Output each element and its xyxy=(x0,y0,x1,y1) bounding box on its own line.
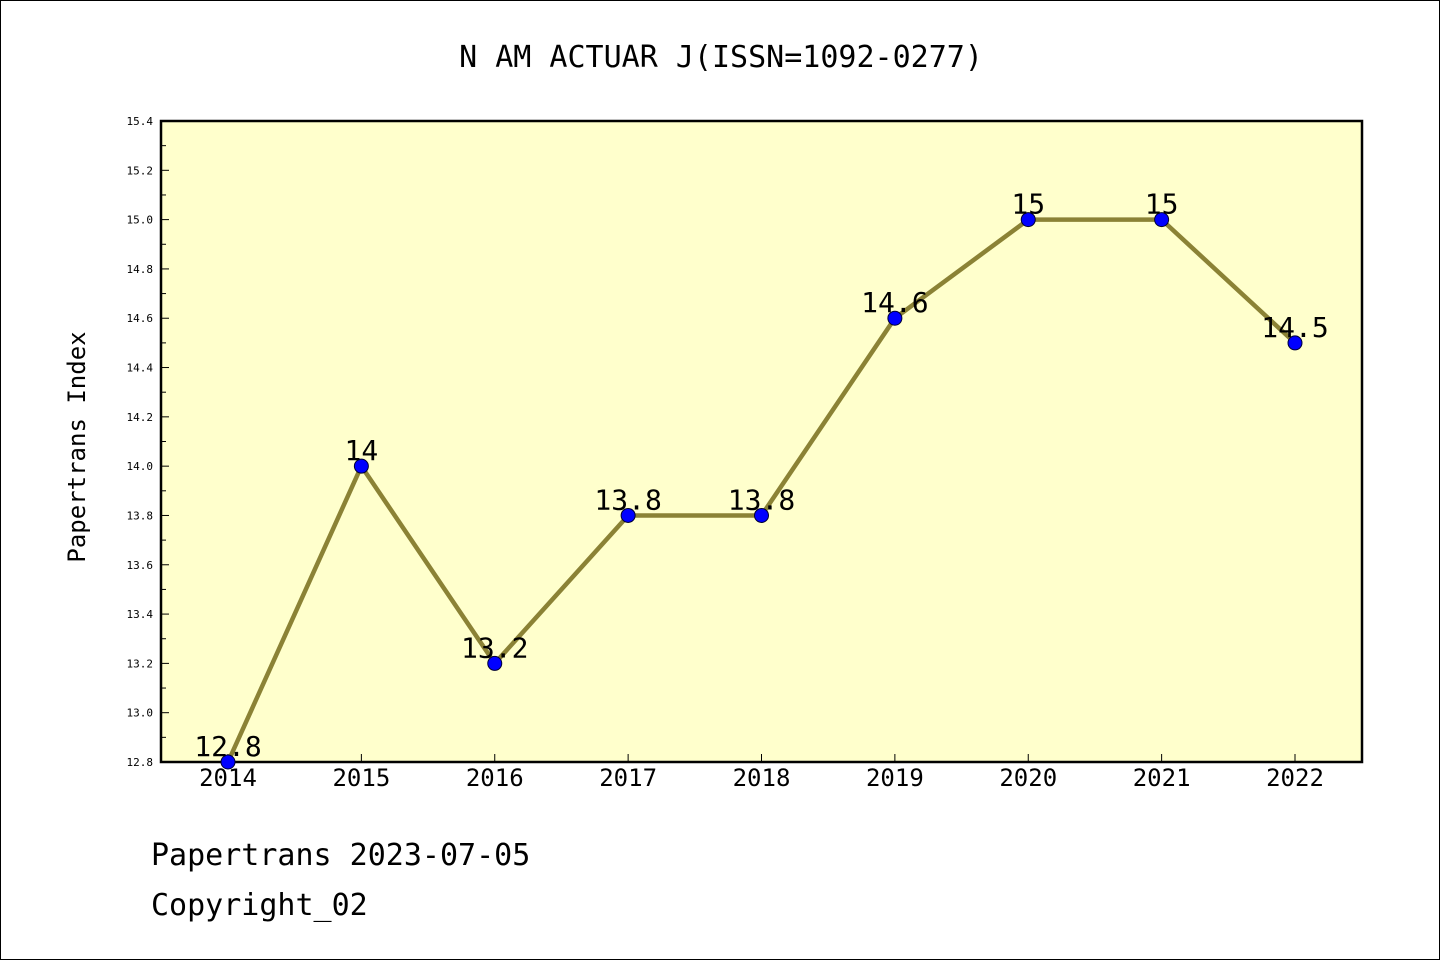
y-tick-label: 13.6 xyxy=(127,559,154,572)
data-point xyxy=(220,754,236,770)
data-point xyxy=(620,507,636,523)
y-tick-label: 13.4 xyxy=(127,608,154,621)
data-point xyxy=(353,458,369,474)
data-point xyxy=(1154,212,1170,228)
x-tick-label: 2018 xyxy=(733,764,791,792)
y-tick-label: 13.8 xyxy=(127,509,154,522)
x-tick-label: 2019 xyxy=(866,764,924,792)
data-point xyxy=(487,655,503,671)
data-label: 14 xyxy=(345,434,379,467)
data-point xyxy=(1287,335,1303,351)
data-markers xyxy=(220,212,1303,770)
data-label: 13.8 xyxy=(728,483,795,516)
data-label: 15 xyxy=(1145,188,1179,221)
x-tick-label: 2021 xyxy=(1133,764,1191,792)
y-tick-label: 14.2 xyxy=(127,411,154,424)
y-tick-label: 15.2 xyxy=(127,164,154,177)
y-tick-label: 14.8 xyxy=(127,263,154,276)
x-tick-label: 2016 xyxy=(466,764,524,792)
data-label: 15 xyxy=(1011,188,1045,221)
data-label: 13.2 xyxy=(461,631,528,664)
x-tick-label: 2015 xyxy=(332,764,390,792)
data-label: 13.8 xyxy=(594,483,661,516)
footer-date-line: Papertrans 2023-07-05 xyxy=(151,838,530,873)
y-tick-label: 14.0 xyxy=(127,460,154,473)
data-label: 12.8 xyxy=(194,730,261,763)
y-tick-label: 13.2 xyxy=(127,657,154,670)
y-axis-ticks: 12.8 13.0 13.2 13.4 13.6 13.8 14.0 14.2 14.4 14.6… xyxy=(127,115,169,769)
footer-copyright: Copyright_02 xyxy=(151,888,368,923)
y-tick-label: 15.0 xyxy=(127,214,154,227)
y-axis-label: Papertrans Index xyxy=(63,331,91,562)
data-labels: 12.8 14 13.2 13.8 13.8 14.6 15 15 14.5 xyxy=(194,188,1328,763)
data-point xyxy=(1020,212,1036,228)
x-tick-label: 2017 xyxy=(599,764,657,792)
data-point xyxy=(754,507,769,523)
y-tick-label: 14.4 xyxy=(127,362,154,375)
y-tick-label: 14.6 xyxy=(127,312,154,325)
data-label: 14.5 xyxy=(1261,311,1328,344)
y-tick-label: 12.8 xyxy=(127,756,154,769)
plot-area xyxy=(159,119,1364,764)
data-label: 14.6 xyxy=(861,286,928,319)
x-tick-label: 2020 xyxy=(999,764,1057,792)
y-tick-label: 13.0 xyxy=(127,707,154,720)
data-point xyxy=(887,310,903,326)
y-tick-label: 15.4 xyxy=(127,115,154,128)
x-axis-ticks: 2014 2015 2016 2017 2018 2019 2020 2021 2022 xyxy=(199,754,1324,792)
x-tick-label: 2022 xyxy=(1266,764,1324,792)
chart-title: N AM ACTUAR J(ISSN=1092-0277) xyxy=(459,40,983,75)
